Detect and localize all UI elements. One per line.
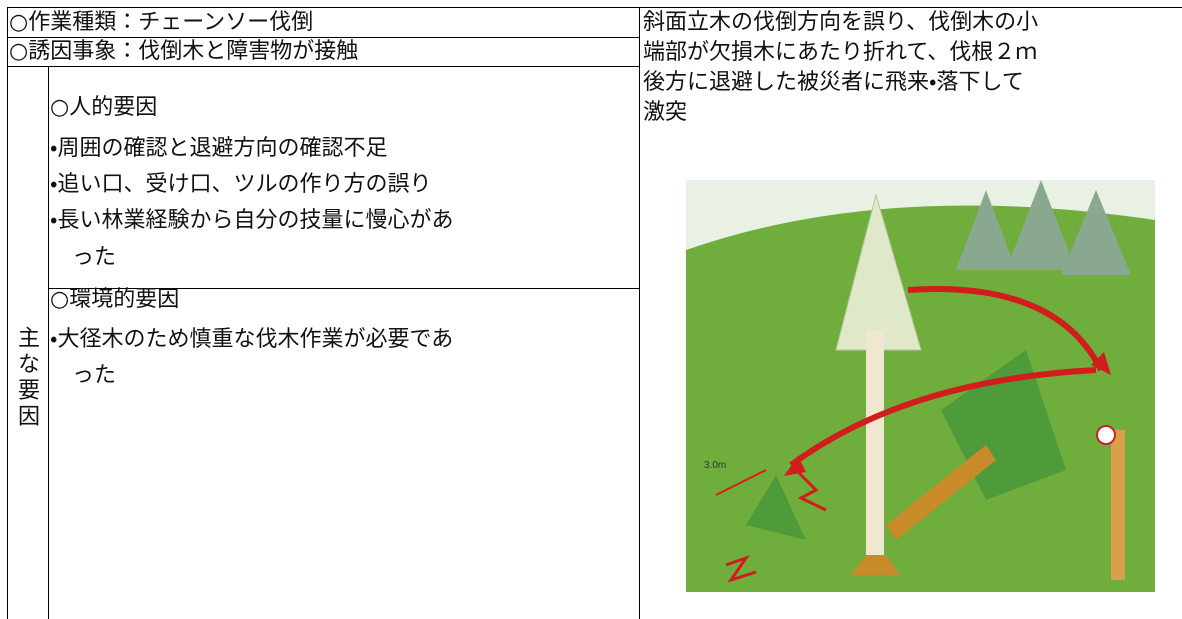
distance-line <box>715 469 767 496</box>
description-line: 激突 <box>643 100 688 125</box>
row-text: ○作業種類：チェーンソー伐倒 <box>9 10 314 35</box>
description-line: 斜面立木の伐倒方向を誤り、伐倒木の小 <box>643 10 1039 35</box>
group-line: った <box>72 363 117 388</box>
broken-top <box>746 475 806 540</box>
row-text: ○誘因事象：伐倒木と障害物が接触 <box>9 39 359 64</box>
contact-point <box>1096 425 1116 445</box>
arrow <box>907 286 1104 372</box>
border <box>7 7 1182 8</box>
border <box>7 7 8 619</box>
impact-mark <box>794 468 827 512</box>
group-line: ・追い口、受け口、ツルの作り方の誤り <box>50 172 432 197</box>
description-line: 端部が欠損木にあたり折れて、伐根２ｍ <box>643 40 1038 65</box>
border <box>48 66 49 619</box>
border <box>7 66 640 67</box>
standing-tree-trunk <box>866 330 884 570</box>
group-line: ・周囲の確認と退避方向の確認不足 <box>50 136 388 161</box>
stump <box>851 555 900 575</box>
group-line: ・大径木のため慎重な伐木作業が必要であ <box>50 327 454 352</box>
border <box>639 7 640 619</box>
arrow-head <box>1091 352 1111 375</box>
broken-tree <box>1111 430 1125 580</box>
arrow <box>789 367 1097 468</box>
border <box>48 288 640 289</box>
group-heading: ○人的要因 <box>50 95 158 120</box>
description-line: 後方に退避した被災者に飛来・落下して <box>643 70 1024 95</box>
figure-label: 3.0m <box>704 460 726 471</box>
illustration: 3.0m <box>686 180 1155 592</box>
group-line: った <box>72 245 117 270</box>
background-trees <box>956 180 1131 275</box>
factor-label: 主な要因 <box>14 326 39 430</box>
felled-trunk <box>886 445 996 540</box>
impact-mark <box>725 555 757 583</box>
group-heading: ○環境的要因 <box>50 287 180 312</box>
group-line: ・長い林業経験から自分の技量に慢心があ <box>50 208 454 233</box>
border <box>7 37 640 38</box>
arrow-head <box>784 456 806 476</box>
